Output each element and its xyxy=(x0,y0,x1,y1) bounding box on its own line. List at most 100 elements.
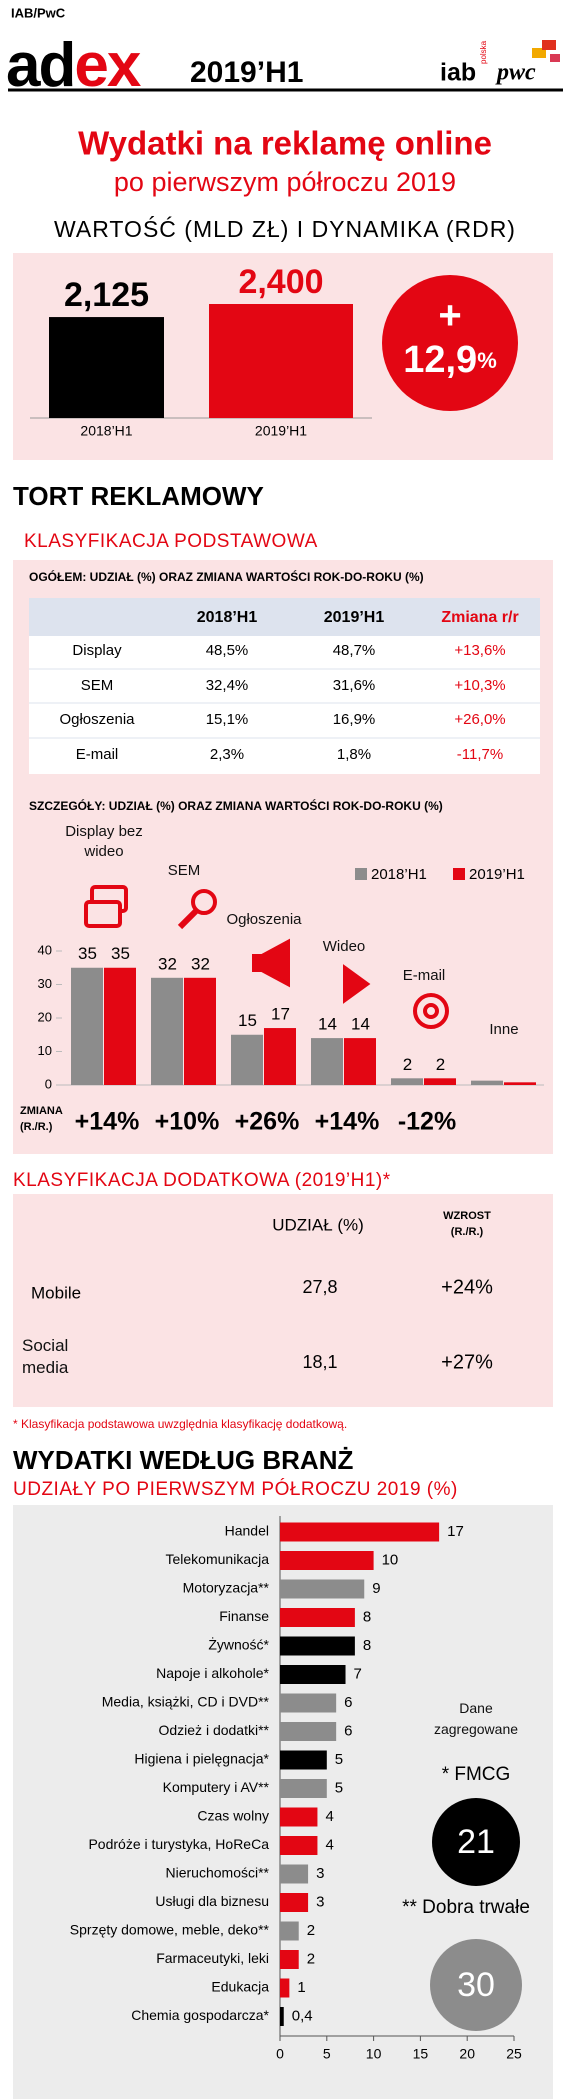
growth-sign: + xyxy=(438,294,461,338)
bar xyxy=(504,1082,536,1085)
bar xyxy=(184,977,216,1085)
section-title: WYDATKI WEDŁUG BRANŻ xyxy=(13,1445,353,1475)
value-label: 2,400 xyxy=(238,263,323,301)
bar xyxy=(424,1078,456,1085)
y-tick-label: 30 xyxy=(38,976,52,991)
extra-header: UDZIAŁ (%) xyxy=(272,1215,364,1234)
y-tick-label: 0 xyxy=(45,1076,52,1091)
table-cell: -11,7% xyxy=(457,746,503,763)
category-label: Napoje i alkohole* xyxy=(156,1665,269,1681)
aggregate-value: 30 xyxy=(457,1966,495,2004)
icon-email xyxy=(413,993,449,1029)
table-header: 2019’H1 xyxy=(324,609,385,626)
table-cell: +26,0% xyxy=(454,711,505,728)
value-label: 9 xyxy=(372,1580,380,1597)
table-cell: 32,4% xyxy=(206,677,249,694)
icon-sem xyxy=(177,908,199,930)
icon-sem xyxy=(191,889,217,915)
growth-badge xyxy=(382,275,518,411)
category-label: Display bez wideo xyxy=(65,823,143,860)
subtitle: po pierwszym półroczu 2019 xyxy=(114,167,456,197)
chart-title: WARTOŚĆ (MLD ZŁ) I DYNAMIKA (RDR) xyxy=(54,215,516,242)
legend-swatch xyxy=(453,868,465,880)
table-cell: +10,3% xyxy=(454,677,505,694)
bar xyxy=(280,2007,284,2026)
value-label: 32 xyxy=(158,954,177,973)
category-label: Podróże i turystyka, HoReCa xyxy=(88,1836,269,1852)
bar xyxy=(280,1978,290,1998)
bar xyxy=(151,977,183,1085)
table-title: OGÓŁEM: UDZIAŁ (%) ORAZ ZMIANA WARTOŚCI … xyxy=(29,569,424,584)
bar xyxy=(209,304,353,418)
bar xyxy=(311,1038,343,1085)
category-label: Edukacja xyxy=(211,1979,269,1995)
section-subtitle: UDZIAŁY PO PIERWSZYM PÓŁROCZU 2019 (%) xyxy=(13,1478,458,1500)
category-label: Chemia gospodarcza* xyxy=(131,2007,269,2023)
category-label: E-mail xyxy=(402,967,446,984)
title: Wydatki na reklamę online xyxy=(78,125,492,162)
value-label: 35 xyxy=(78,944,97,963)
icon-display xyxy=(84,900,122,928)
x-tick-label: 20 xyxy=(459,2046,475,2062)
bar xyxy=(280,1579,365,1599)
x-tick-label: 5 xyxy=(323,2046,331,2062)
bar xyxy=(280,1807,318,1827)
category-label: Wideo xyxy=(322,938,366,955)
category-label: Telekomunikacja xyxy=(166,1551,270,1567)
logo-block xyxy=(550,54,560,62)
bar xyxy=(280,1636,355,1656)
change-value: +14% xyxy=(315,1108,380,1136)
chart-title: SZCZEGÓŁY: UDZIAŁ (%) ORAZ ZMIANA WARTOŚ… xyxy=(29,798,443,813)
extra-header: (R./R.) xyxy=(451,1226,484,1238)
extra-row-name: Mobile xyxy=(31,1283,81,1302)
value-label: 8 xyxy=(363,1608,371,1625)
bar xyxy=(280,1722,337,1741)
bar xyxy=(49,317,164,418)
table-cell: 31,6% xyxy=(333,677,376,694)
value-label: 2,125 xyxy=(64,276,149,314)
category-label: Czas wolny xyxy=(197,1808,269,1824)
value-label: 3 xyxy=(316,1865,324,1882)
aggregate-caption: Dane zagregowane xyxy=(433,1700,519,1737)
value-label: 3 xyxy=(316,1893,324,1910)
table-cell: Display xyxy=(72,642,122,659)
table-cell: 15,1% xyxy=(206,711,249,728)
value-label: 32 xyxy=(191,954,210,973)
x-tick-label: 0 xyxy=(276,2046,284,2062)
icon-ads xyxy=(252,954,266,972)
table: 2018’H1 2019’H1 Zmiana r/r Display 48,5% 48,7… xyxy=(29,609,540,763)
category-label: Inne xyxy=(489,1021,519,1038)
value-label: 6 xyxy=(344,1722,352,1739)
bar xyxy=(280,1551,374,1570)
extra-growth: +27% xyxy=(441,1351,493,1373)
extra-growth: +24% xyxy=(441,1276,493,1298)
category-label: Nieruchomości** xyxy=(166,1865,270,1881)
bar xyxy=(280,1836,318,1855)
bar xyxy=(280,1665,346,1684)
value-label: 14 xyxy=(318,1015,337,1034)
table-cell: 16,9% xyxy=(333,711,376,728)
value-label: 2 xyxy=(436,1055,445,1074)
panel xyxy=(13,1194,553,1407)
brand-small: IAB/PwC xyxy=(11,5,66,20)
bar xyxy=(344,1038,376,1085)
bar xyxy=(280,1693,337,1713)
bar xyxy=(471,1080,503,1085)
x-tick-label: 2018’H1 xyxy=(80,423,132,439)
table-cell: +13,6% xyxy=(454,642,505,659)
y-tick-label: 20 xyxy=(38,1009,52,1024)
growth-unit: % xyxy=(477,348,497,373)
value-label: 10 xyxy=(382,1551,399,1568)
change-value: +26% xyxy=(235,1108,300,1136)
change-label: ZMIANA xyxy=(20,1105,63,1117)
category-label: Ogłoszenia xyxy=(226,911,302,928)
logo-iab: iab xyxy=(440,59,476,87)
value-label: 1 xyxy=(297,1979,305,1996)
x-tick-label: 25 xyxy=(506,2046,522,2062)
value-label: 7 xyxy=(354,1665,362,1682)
period: 2019’H1 xyxy=(190,56,303,89)
bar xyxy=(280,1608,355,1627)
section-subtitle: KLASYFIKACJA DODATKOWA (2019’H1)* xyxy=(13,1170,391,1191)
category-label: Sprzęty domowe, meble, deko** xyxy=(70,1922,270,1938)
